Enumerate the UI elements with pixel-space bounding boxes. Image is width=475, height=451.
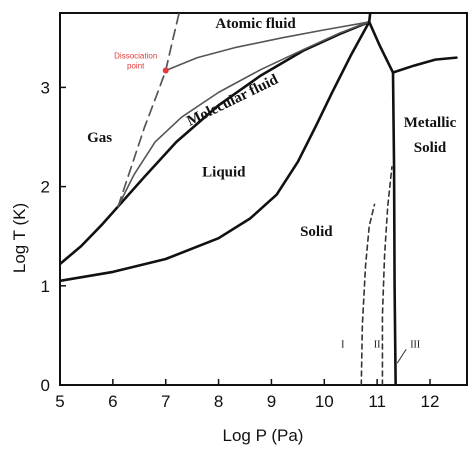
y-axis-label: Log T (K)	[10, 203, 29, 273]
x-tick-label: 5	[55, 392, 64, 411]
phase-curves	[60, 13, 458, 385]
y-tick-label: 0	[41, 376, 50, 395]
annotation-gas: Gas	[87, 130, 112, 146]
curve-dissociation	[117, 13, 180, 208]
annotation-metallic: Metallic	[404, 115, 457, 131]
curve-atomic-molecular	[164, 21, 371, 72]
dissociation-label-line1: Dissociation	[114, 52, 157, 61]
y-axis-ticks: 0 1 2 3	[41, 78, 66, 395]
annotation-solid: Solid	[414, 140, 447, 156]
curve-phase-II-III	[381, 165, 393, 385]
x-axis-label: Log P (Pa)	[223, 426, 304, 445]
x-axis-ticks: 5 6 7 8 9 10 11 12	[55, 379, 439, 411]
phase-iii-leader	[396, 349, 407, 364]
dissociation-point-marker	[162, 67, 169, 74]
annotation-molecular-fluid: Molecular fluid	[185, 71, 282, 129]
annotation-solid: Solid	[300, 224, 333, 240]
x-tick-label: 9	[267, 392, 276, 411]
y-tick-label: 1	[41, 277, 50, 296]
plot-area: Atomic fluid Molecular fluid Gas Liquid Soli…	[59, 12, 468, 386]
y-tick-label: 2	[41, 178, 50, 197]
curve-gas-liquid	[60, 20, 371, 266]
y-tick-label: 3	[41, 78, 50, 97]
annotation-ii: II	[374, 339, 381, 350]
curve-solid-liquid	[60, 20, 371, 283]
x-tick-label: 11	[368, 392, 386, 411]
x-tick-label: 6	[108, 392, 117, 411]
plot-frame	[59, 12, 468, 386]
curve-phase-I-II	[360, 203, 376, 385]
annotation-liquid: Liquid	[202, 165, 246, 181]
x-tick-label: 10	[315, 392, 334, 411]
curve-metallic-boundary	[391, 71, 397, 385]
annotation-atomic-fluid: Atomic fluid	[215, 16, 296, 32]
curve-molecular-fluid-upper	[117, 21, 371, 208]
annotation-i: I	[341, 339, 344, 350]
x-tick-label: 8	[214, 392, 223, 411]
dissociation-label-line2: point	[127, 62, 145, 71]
x-tick-label: 12	[421, 392, 440, 411]
annotation-iii: III	[410, 339, 420, 350]
x-tick-label: 7	[161, 392, 170, 411]
curve-metallic-top	[367, 20, 458, 74]
curve-triple-up	[367, 13, 372, 24]
